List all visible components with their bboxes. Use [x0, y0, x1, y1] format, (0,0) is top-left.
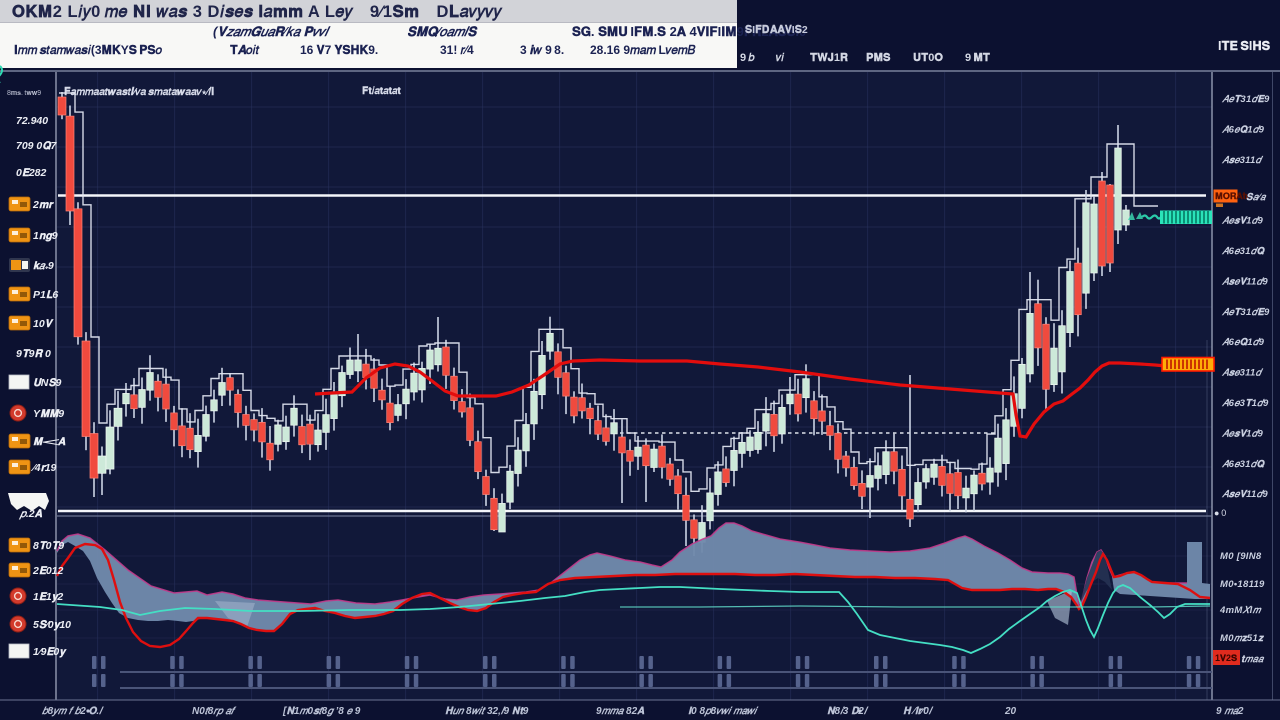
svg-text:𝐅𝐭𝑖𝑎𝐭𝑎𝐭𝑎𝐭: 𝐅𝐭𝑖𝑎𝐭𝑎𝐭𝑎𝐭 — [362, 85, 401, 97]
svg-text:𝐒𝑎⁄𝑎: 𝐒𝑎⁄𝑎 — [1246, 192, 1267, 203]
svg-text:1𝐄1𝐲2: 1𝐄1𝐲2 — [33, 591, 63, 603]
svg-text:𝐴6𝑒31𝑑𝐐: 𝐴6𝑒31𝑑𝐐 — [1221, 246, 1266, 257]
svg-text:9 𝑏: 9 𝑏 — [740, 52, 755, 64]
svg-text:𝑏8𝑦𝑚 𝑓 𝑏2 𝐎.𝑙: 𝑏8𝑦𝑚 𝑓 𝑏2 𝐎.𝑙 — [41, 706, 104, 717]
svg-text:𝐴𝑒𝐓31𝑑𝐄9: 𝐴𝑒𝐓31𝑑𝐄9 — [1221, 94, 1270, 105]
svg-text:P1𝐋6: P1𝐋6 — [33, 289, 58, 301]
svg-text:𝑝.2𝐀: 𝑝.2𝐀 — [18, 508, 43, 520]
svg-text:𝐇 ⁄𝐥𝐫⁄0𝑙: 𝐇 ⁄𝐥𝐫⁄0𝑙 — [903, 706, 934, 717]
svg-text:𝐴6𝑒𝐐1𝑑9: 𝐴6𝑒𝐐1𝑑9 — [1221, 337, 1265, 348]
svg-text:2𝐄012: 2𝐄012 — [32, 565, 64, 577]
svg-text:● 0: ● 0 — [1214, 508, 1226, 518]
svg-text:Y𝐌𝐌9: Y𝐌𝐌9 — [33, 408, 64, 420]
svg-text:709 0𝐐7: 709 0𝐐7 — [16, 140, 57, 152]
svg-text:𝐓𝑨𝑜𝑖𝑡: 𝐓𝑨𝑜𝑖𝑡 — [230, 43, 260, 57]
svg-text:𝐴6𝑒𝐐1𝑑9: 𝐴6𝑒𝐐1𝑑9 — [1221, 124, 1265, 135]
svg-text:𝐈𝑚𝑚 𝒔𝑡𝑎𝑚𝑤𝑎𝒔𝑖(3𝐌𝐊Y: 𝐈𝑚𝑚 𝒔𝑡𝑎𝑚𝑤𝑎𝒔𝑖(3𝐌𝐊Y𝐒 𝐏𝐒𝑜 — [14, 43, 163, 57]
svg-text:[𝐍1𝑚0𝒔𝑡8𝑔 ’8 𝑒 9: [𝐍1𝑚0𝒔𝑡8𝑔 ’8 𝑒 9 — [282, 706, 361, 717]
svg-text:𝐏𝐌𝐒: 𝐏𝐌𝐒 — [866, 52, 891, 64]
svg-text:𝐴𝑒𝐓31𝑑𝐄9: 𝐴𝑒𝐓31𝑑𝐄9 — [1221, 307, 1270, 318]
svg-text:9 𝐌𝐓: 9 𝐌𝐓 — [965, 52, 990, 64]
svg-text:3 𝒊𝑤 9 8.: 3 𝒊𝑤 9 8. — [520, 43, 564, 57]
svg-text:𝐇𝑢𝑛 8𝑤𝑖𝑡 32,𝑙9 𝐍𝐭9: 𝐇𝑢𝑛 8𝑤𝑖𝑡 32,𝑙9 𝐍𝐭9 — [445, 706, 529, 717]
svg-text:28.16 9𝑚𝑎𝑚 L𝑣𝑒𝑚𝐵: 28.16 9𝑚𝑎𝑚 L𝑣𝑒𝑚𝐵 — [590, 43, 696, 57]
svg-text:M0𝑚𝐳51𝐳: M0𝑚𝐳51𝐳 — [1220, 633, 1264, 644]
svg-text:8𝐦𝐬. t𝐰𝐰9: 8𝐦𝐬. t𝐰𝐰9 — [7, 90, 41, 97]
svg-text:(𝐕𝑧𝑎𝑚𝑮𝑢𝑎𝐑⁄𝑘𝑎 𝐏𝑣𝑣�: (𝐕𝑧𝑎𝑚𝑮𝑢𝑎𝐑⁄𝑘𝑎 𝐏𝑣𝑣𝑙 — [213, 24, 332, 39]
svg-text:4mM𝑋I𝑚: 4mM𝑋I𝑚 — [1219, 605, 1262, 616]
svg-text:𝐴𝑒𝒔𝐕1𝑑9: 𝐴𝑒𝒔𝐕1𝑑9 — [1221, 216, 1264, 227]
svg-text:0𝐄282: 0𝐄282 — [16, 167, 47, 179]
svg-text:9 𝑚𝑎2: 9 𝑚𝑎2 — [1216, 706, 1244, 717]
svg-text:M0•18119: M0•18119 — [1220, 579, 1265, 590]
svg-text:N0𝑡8𝑟𝑝 𝑎𝑓: N0𝑡8𝑟𝑝 𝑎𝑓 — [192, 706, 237, 717]
svg-text:𝐌𝆒𝐀: 𝐌𝆒𝐀 — [33, 436, 66, 448]
svg-text:1𝐕2𝐒: 1𝐕2𝐒 — [1215, 653, 1237, 663]
svg-text:𝐴𝒔𝑒311𝑑: 𝐴𝒔𝑒311𝑑 — [1221, 155, 1264, 166]
svg-text:2𝐀𝐏𝐍0𝏪𝑚𝑚𝑎𝒔𝑎: 2𝐀𝐏𝐍0𝏪𝑚𝑚𝑎𝒔𝑎 — [1004, 706, 1017, 717]
svg-text:𝐒I𝐅𝐃 𝐀𝐀𝐕I𝐒2: 𝐒I𝐅𝐃 𝐀𝐀𝐕I𝐒2 — [745, 24, 808, 36]
svg-text:2𝐦𝐫: 2𝐦𝐫 — [32, 199, 54, 211]
svg-text:𝑣𝑖: 𝑣𝑖 — [775, 52, 785, 64]
svg-text:9𝑚𝑚𝑎 82𝐀: 9𝑚𝑚𝑎 82𝐀 — [596, 706, 645, 717]
svg-text:16 𝐕7 𝐘𝐒𝐇𝐊9.: 16 𝐕7 𝐘𝐒𝐇𝐊9. — [300, 43, 378, 57]
svg-text:𝐓𝐖𝐉1𝐑: 𝐓𝐖𝐉1𝐑 — [810, 52, 848, 64]
svg-text:1⁄9𝐄0𝐲: 1⁄9𝐄0𝐲 — [33, 646, 67, 658]
svg-text:𝐴𝑒𝒔𝐕1𝑑9: 𝐴𝑒𝒔𝐕1𝑑9 — [1221, 428, 1264, 439]
svg-text:I𝐓𝐄 𝐒I𝐇𝐒: I𝐓𝐄 𝐒I𝐇𝐒 — [1218, 39, 1271, 53]
svg-text:1𝐧𝐠9: 1𝐧𝐠9 — [33, 230, 58, 242]
svg-text:8𝐓0𝐓9: 8𝐓0𝐓9 — [33, 540, 64, 552]
svg-text:72.940: 72.940 — [16, 115, 48, 127]
svg-text:9𝐓9𝐑 0: 9𝐓9𝐑 0 — [16, 348, 51, 360]
svg-text:𝐎𝐊𝐌2 L𝑖𝑦0 𝑚𝑒 𝐍𝐈 𝑤𝑎�: 𝐎𝐊𝐌2 L𝑖𝑦0 𝑚𝑒 𝐍𝐈 𝑤𝑎𝒔 3 D𝑖𝒔𝑒𝒔 𝐥𝑎𝐦𝐦 A L𝑒𝑦 9… — [12, 3, 504, 22]
svg-text:𝐭𝑚𝑎𝑎: 𝐭𝑚𝑎𝑎 — [1241, 654, 1265, 665]
svg-text:10𝐕: 10𝐕 — [33, 318, 55, 330]
svg-text:𝐍8𝑖3 𝐃2𝑙: 𝐍8𝑖3 𝐃2𝑙 — [827, 706, 869, 717]
svg-text:𝐒𝐌𝐐⁄𝑜𝑎𝑚𝑙𝐒: 𝐒𝐌𝐐⁄𝑜𝑎𝑚𝑙𝐒 — [407, 24, 478, 39]
svg-text:𝐴6𝑒3𝐓1𝑑9: 𝐴6𝑒3𝐓1𝑑9 — [1221, 398, 1269, 409]
svg-text:𝐅𝑎𝑚𝑚𝑎𝑎𝑡𝒘𝑎𝒔𝑡𝒍⁄𝑣𝑎: 𝐅𝑎𝑚𝑚𝑎𝑎𝑡𝒘𝑎𝒔𝑡𝒍⁄𝑣𝑎 𝒔𝑚𝑎𝑡𝑎𝒘𝑎𝑎𝑣⋆⁄𝑙𝐈 — [64, 86, 214, 98]
svg-text:𝐴𝒔𝑒311𝑑: 𝐴𝒔𝑒311𝑑 — [1221, 368, 1264, 379]
svg-text:𝐴𝒔𝑒𝐕11𝑑9: 𝐴𝒔𝑒𝐕11𝑑9 — [1221, 276, 1268, 287]
svg-text:𝐴𝒔𝑒𝐕11𝑑9: 𝐴𝒔𝑒𝐕11𝑑9 — [1221, 489, 1268, 500]
svg-text:5𝐒⁄0𝐲10: 5𝐒⁄0𝐲10 — [33, 619, 71, 631]
svg-text:31! 𝑟⁄4: 31! 𝑟⁄4 — [440, 43, 474, 57]
svg-text:𝐴6𝑒31𝑑𝐐: 𝐴6𝑒31𝑑𝐐 — [1221, 459, 1266, 470]
svg-text:𝐈0 8𝑝8𝑣𝑤𝑖 𝑚𝑎𝑤𝑖: 𝐈0 8𝑝8𝑣𝑤𝑖 𝑚𝑎𝑤𝑖 — [688, 706, 759, 717]
svg-text:M0 [9IN8: M0 [9IN8 — [1220, 551, 1262, 562]
svg-text:𝐔𝐓0𝐎: 𝐔𝐓0𝐎 — [913, 52, 943, 64]
svg-text:⁄4𝐫19: ⁄4𝐫19 — [30, 462, 57, 474]
svg-text:𝐤𝑎𝆹9: 𝐤𝑎𝆹9 — [33, 260, 54, 272]
svg-text:𝐔N𝐒9: 𝐔N𝐒9 — [33, 377, 61, 389]
